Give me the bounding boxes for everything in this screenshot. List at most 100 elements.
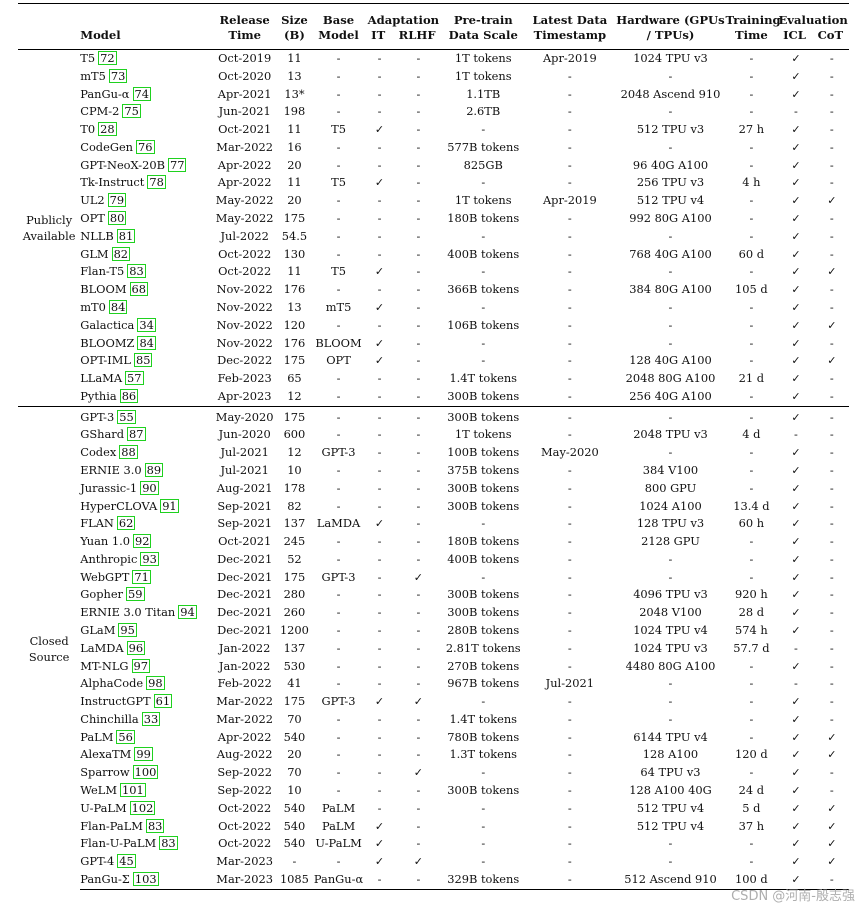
header-training-time: Training Time [725, 13, 781, 42]
pretrain-cell: 577B tokens [447, 139, 520, 154]
model-cell: AlexaTM 99 [80, 746, 213, 764]
citation-link[interactable]: 78 [147, 175, 166, 190]
citation-link[interactable]: 96 [126, 640, 146, 655]
citation-link[interactable]: 56 [116, 729, 135, 744]
citation-link[interactable]: 103 [132, 871, 159, 886]
citation-link[interactable]: 97 [131, 658, 151, 673]
citation-link[interactable]: 28 [98, 122, 117, 137]
citation-link[interactable]: 91 [160, 498, 179, 513]
citation-link[interactable]: 94 [178, 605, 197, 620]
icl-cell: ✓ [791, 212, 801, 226]
citation-link[interactable]: 87 [127, 427, 146, 442]
citation-link[interactable]: 57 [125, 371, 144, 386]
citation-link[interactable]: 72 [98, 51, 117, 65]
base-cell: BLOOM [315, 335, 362, 350]
citation-link[interactable]: 62 [116, 516, 136, 531]
cot-cell: - [829, 551, 834, 566]
citation-link[interactable]: 98 [146, 676, 165, 691]
pretrain-cell: 329B tokens [442, 870, 525, 890]
citation-link[interactable]: 33 [141, 711, 161, 726]
citation-link[interactable]: 80 [107, 211, 127, 226]
model-name: ERNIE 3.0 Titan [80, 605, 176, 620]
citation-link[interactable]: 85 [133, 353, 153, 368]
citation-link[interactable]: 45 [117, 854, 136, 869]
citation-link[interactable]: 71 [132, 569, 151, 584]
citation-link[interactable]: 73 [108, 68, 128, 83]
citation-link[interactable]: 75 [122, 104, 141, 119]
hardware-cell: 1024 TPU v3 [633, 640, 708, 655]
icl-cell: ✓ [791, 784, 801, 798]
it-cell: - [377, 800, 382, 815]
citation-link[interactable]: 92 [132, 534, 152, 549]
release-cell: Sep-2021 [217, 498, 272, 513]
icl-cell: ✓ [791, 87, 801, 101]
citation-link[interactable]: 61 [153, 694, 173, 709]
citation-link[interactable]: 79 [107, 193, 127, 208]
training-cell: - [749, 335, 754, 350]
citation-link[interactable]: 93 [140, 551, 159, 566]
base-cell: - [336, 388, 341, 403]
pretrain-cell: 1.1TB [466, 86, 501, 101]
citation-link[interactable]: 74 [132, 86, 151, 101]
cot-cell: - [829, 122, 834, 137]
pretrain-cell: 300B tokens [447, 498, 520, 513]
citation-link[interactable]: 68 [129, 282, 149, 297]
citation-link[interactable]: 59 [126, 587, 145, 602]
model-cell: Flan-U-PaLM 83 [80, 835, 213, 853]
cot-cell: - [829, 445, 834, 460]
citation-link[interactable]: 84 [137, 335, 156, 350]
release-cell: Apr-2022 [217, 729, 272, 744]
it-cell: - [377, 783, 382, 798]
citation-link[interactable]: 99 [134, 747, 153, 762]
cot-cell: - [829, 605, 834, 620]
it-cell: - [364, 870, 395, 890]
latest-cell: - [567, 122, 572, 137]
model-name: CPM-2 [80, 104, 120, 119]
citation-link[interactable]: 90 [140, 480, 159, 495]
citation-link[interactable]: 101 [119, 783, 146, 798]
citation-link[interactable]: 89 [144, 462, 164, 477]
hardware-cell: 4480 80G A100 [625, 658, 716, 673]
citation-link[interactable]: 95 [118, 623, 137, 637]
hardware-cell: 512 TPU v4 [636, 818, 705, 833]
citation-link[interactable]: 83 [159, 836, 178, 851]
rlhf-cell: - [416, 317, 421, 332]
hardware-cell: - [668, 836, 673, 851]
model-name: BLOOMZ [80, 335, 135, 350]
citation-link[interactable]: 82 [111, 246, 131, 261]
citation-link[interactable]: 81 [116, 228, 136, 243]
hardware-cell: - [668, 264, 673, 279]
citation-link[interactable]: 34 [137, 317, 156, 332]
size-cell: 175 [283, 569, 306, 584]
pretrain-cell: - [481, 122, 486, 137]
icl-cell: ✓ [791, 659, 801, 673]
latest-cell: - [567, 729, 572, 744]
model-name: MT-NLG [80, 658, 129, 673]
citation-link[interactable]: 86 [119, 388, 139, 403]
citation-link[interactable]: 100 [132, 765, 159, 780]
release-cell: Nov-2022 [216, 335, 273, 350]
model-name: Pythia [80, 388, 117, 403]
table-row: GLM 82 Oct-2022 130 - - - 400B tokens - 768 40G A… [18, 246, 849, 264]
citation-link[interactable]: 77 [167, 157, 187, 172]
citation-link[interactable]: 83 [127, 264, 146, 279]
training-cell: - [749, 569, 754, 584]
model-name: mT5 [80, 68, 106, 83]
citation-link[interactable]: 84 [108, 299, 128, 314]
base-cell: - [336, 498, 341, 513]
citation-link[interactable]: 76 [136, 139, 155, 154]
table-row: GPT-NeoX-20B 77 Apr-2022 20 - - - 825GB - 96 40G … [18, 157, 849, 175]
base-cell: GPT-3 [321, 694, 356, 709]
latest-cell: - [567, 264, 572, 279]
pretrain-cell: - [481, 765, 486, 780]
model-name: Gopher [80, 587, 124, 602]
citation-link[interactable]: 55 [117, 409, 136, 424]
citation-link[interactable]: 83 [145, 818, 165, 833]
latest-cell: - [567, 783, 572, 798]
citation-link[interactable]: 102 [129, 800, 156, 815]
release-cell: Jul-2021 [220, 462, 269, 477]
training-cell: - [749, 409, 754, 424]
hardware-cell: 512 TPU v3 [636, 122, 705, 137]
citation-link[interactable]: 88 [119, 445, 138, 460]
latest-cell: - [567, 587, 572, 602]
